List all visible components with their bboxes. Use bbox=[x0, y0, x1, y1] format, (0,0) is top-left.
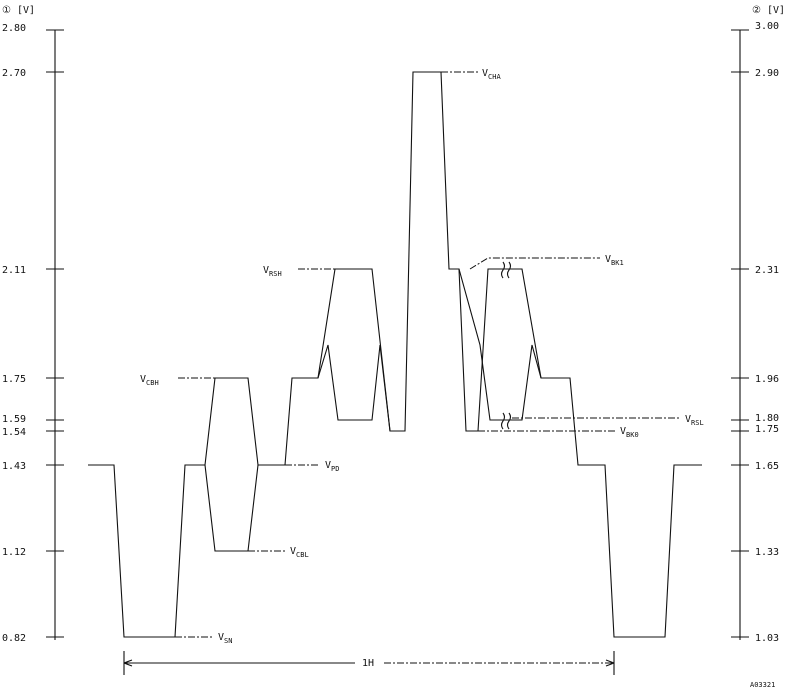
waveform-cbl-branch bbox=[204, 464, 259, 552]
label-vsn: VSN bbox=[218, 632, 232, 645]
label-vcha: VCHA bbox=[482, 68, 501, 81]
label-vrsh: VRSH bbox=[263, 265, 282, 278]
left-tick-label: 2.80 bbox=[2, 23, 26, 34]
annotations: VCHA VBK1 VRSH VCBH VRSL VBK0 VPD bbox=[140, 68, 704, 645]
right-axis-title: ② [V] bbox=[752, 5, 785, 16]
label-vpd: VPD bbox=[325, 460, 339, 473]
waveform bbox=[88, 71, 702, 638]
right-tick-label: 1.80 bbox=[755, 413, 779, 424]
figure-id: A03321 bbox=[750, 681, 775, 689]
right-tick-label: 3.00 bbox=[755, 21, 779, 32]
left-tick-label: 1.54 bbox=[2, 427, 26, 438]
left-tick-label: 1.12 bbox=[2, 547, 26, 558]
left-tick-label: 0.82 bbox=[2, 633, 26, 644]
left-tick-label: 2.11 bbox=[2, 265, 26, 276]
label-vcbh: VCBH bbox=[140, 374, 159, 387]
right-tick-label: 2.31 bbox=[755, 265, 779, 276]
period-label: 1H bbox=[362, 658, 374, 669]
break-mark bbox=[500, 412, 512, 430]
right-tick-label: 1.03 bbox=[755, 633, 779, 644]
right-tick-label: 1.75 bbox=[755, 424, 779, 435]
break-mark bbox=[500, 261, 512, 279]
right-tick-label: 1.65 bbox=[755, 461, 779, 472]
left-axis: ① [V] 2.80 2.70 2.11 1.75 1.59 1.54 1.43… bbox=[2, 5, 64, 644]
label-vbk0: VBK0 bbox=[620, 426, 639, 439]
waveform-main-trace bbox=[88, 71, 702, 638]
period-marker: 1H bbox=[123, 651, 615, 675]
left-tick-label: 1.59 bbox=[2, 414, 26, 425]
waveform-rsl-branch bbox=[317, 344, 391, 432]
right-tick-label: 2.90 bbox=[755, 68, 779, 79]
left-tick-label: 1.75 bbox=[2, 374, 26, 385]
label-vbk1: VBK1 bbox=[605, 254, 624, 267]
right-tick-label: 1.96 bbox=[755, 374, 779, 385]
label-vcbl: VCBL bbox=[290, 546, 309, 559]
left-axis-title: ① [V] bbox=[2, 5, 35, 16]
left-tick-label: 2.70 bbox=[2, 68, 26, 79]
right-axis: ② [V] 3.00 2.90 2.31 1.96 1.80 1.75 1.65… bbox=[731, 5, 785, 644]
right-tick-label: 1.33 bbox=[755, 547, 779, 558]
left-tick-label: 1.43 bbox=[2, 461, 26, 472]
label-vrsl: VRSL bbox=[685, 414, 704, 427]
waveform-rsl-branch-right bbox=[458, 268, 542, 421]
